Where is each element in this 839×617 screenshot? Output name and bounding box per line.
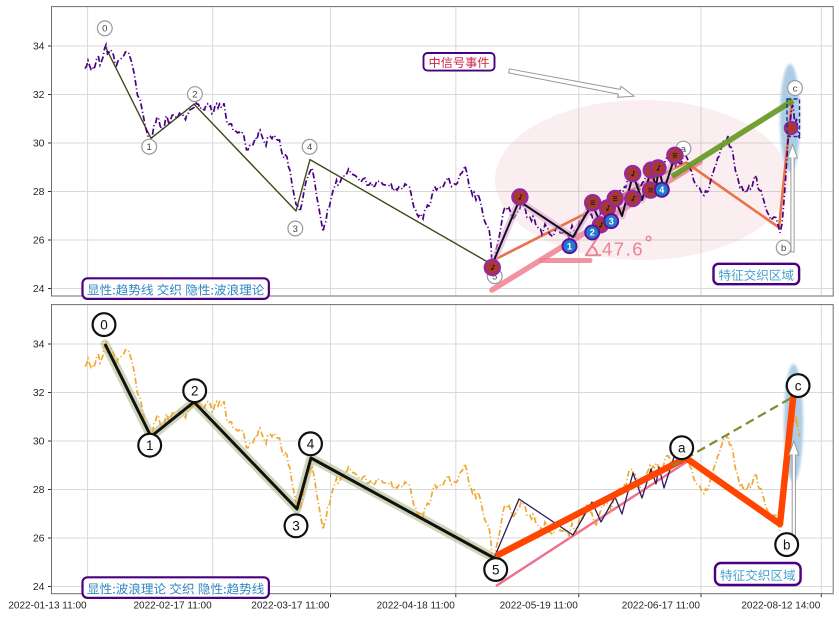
svg-text:0: 0 xyxy=(102,24,107,35)
svg-text:2022-02-17 11:00: 2022-02-17 11:00 xyxy=(133,601,212,612)
svg-text:2: 2 xyxy=(191,384,199,399)
svg-text:3: 3 xyxy=(609,216,614,226)
svg-text:a: a xyxy=(681,144,687,155)
svg-text:26: 26 xyxy=(33,533,45,545)
svg-text:c: c xyxy=(795,379,802,394)
svg-text:3: 3 xyxy=(292,519,300,534)
svg-text:2022-08-12 14:00: 2022-08-12 14:00 xyxy=(741,601,820,612)
svg-text:b: b xyxy=(781,243,786,254)
svg-text:30: 30 xyxy=(33,436,45,448)
svg-text:47.6: 47.6 xyxy=(602,239,644,260)
svg-text:28: 28 xyxy=(33,484,45,496)
svg-text:1: 1 xyxy=(146,438,154,453)
svg-text:2: 2 xyxy=(192,90,197,101)
svg-text:2022-06-17 11:00: 2022-06-17 11:00 xyxy=(622,601,701,612)
svg-text:32: 32 xyxy=(33,89,45,101)
svg-text:5: 5 xyxy=(492,562,500,577)
svg-text:0: 0 xyxy=(100,318,108,333)
svg-text:2: 2 xyxy=(590,228,595,238)
svg-text:4: 4 xyxy=(307,142,312,153)
svg-text:a: a xyxy=(678,441,686,456)
svg-text:28: 28 xyxy=(33,186,45,198)
svg-text:1: 1 xyxy=(147,142,152,153)
svg-text:2022-01-13 11:00: 2022-01-13 11:00 xyxy=(8,601,87,612)
svg-text:32: 32 xyxy=(33,387,45,399)
svg-text:4: 4 xyxy=(659,185,664,195)
svg-text:2022-03-17 11:00: 2022-03-17 11:00 xyxy=(251,601,330,612)
svg-text:5: 5 xyxy=(492,272,497,283)
svg-text:4: 4 xyxy=(307,437,315,452)
svg-text:24: 24 xyxy=(33,581,45,593)
svg-text:2022-04-18 11:00: 2022-04-18 11:00 xyxy=(377,601,456,612)
svg-text:34: 34 xyxy=(33,41,45,53)
svg-text:24: 24 xyxy=(33,283,45,295)
svg-text:2022-05-19 11:00: 2022-05-19 11:00 xyxy=(500,601,579,612)
svg-text:34: 34 xyxy=(33,339,45,351)
svg-text:c: c xyxy=(793,83,798,94)
svg-text:1: 1 xyxy=(567,241,572,251)
svg-text:b: b xyxy=(783,538,791,553)
svg-text:3: 3 xyxy=(293,224,298,235)
svg-text:30: 30 xyxy=(33,138,45,150)
svg-text:26: 26 xyxy=(33,235,45,247)
